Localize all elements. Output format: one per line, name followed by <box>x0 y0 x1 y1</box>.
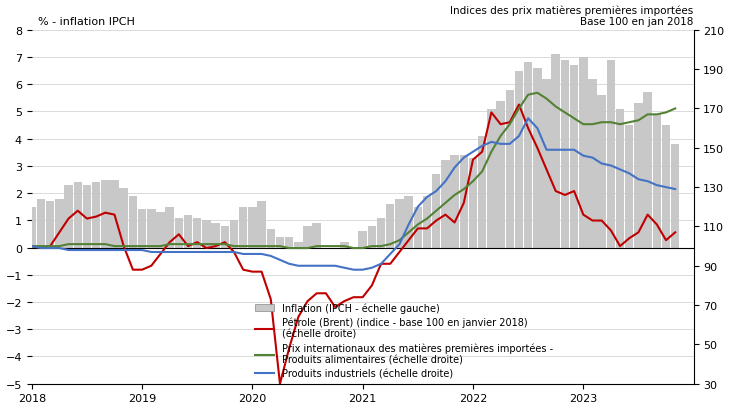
Bar <box>193 218 201 248</box>
Bar <box>395 199 404 248</box>
Bar <box>561 61 569 248</box>
Bar <box>55 199 64 248</box>
Bar <box>128 196 137 248</box>
Bar <box>74 183 82 248</box>
Bar <box>174 218 183 248</box>
Bar <box>478 137 486 248</box>
Bar <box>460 156 468 248</box>
Bar <box>28 207 36 248</box>
Bar <box>340 243 348 248</box>
Bar <box>597 96 606 248</box>
Bar <box>285 237 293 248</box>
Text: % - inflation IPCH: % - inflation IPCH <box>39 17 135 27</box>
Bar <box>258 202 266 248</box>
Bar <box>634 104 642 248</box>
Bar <box>212 224 220 248</box>
Bar <box>524 63 532 248</box>
Bar <box>414 207 422 248</box>
Bar <box>368 226 376 248</box>
Bar <box>36 199 45 248</box>
Bar <box>248 207 257 248</box>
Bar <box>276 237 284 248</box>
Bar <box>450 156 459 248</box>
Bar <box>147 210 155 248</box>
Bar <box>487 110 496 248</box>
Text: Indices des prix matières premières importées
Base 100 en jan 2018: Indices des prix matières premières impo… <box>450 5 694 27</box>
Bar <box>230 221 238 248</box>
Bar <box>358 232 367 248</box>
Bar <box>303 226 312 248</box>
Bar <box>542 80 550 248</box>
Bar <box>616 110 624 248</box>
Bar <box>551 55 560 248</box>
Bar <box>64 186 73 248</box>
Bar <box>607 61 615 248</box>
Bar <box>110 180 119 248</box>
Bar <box>588 80 596 248</box>
Bar <box>423 196 431 248</box>
Bar <box>294 243 302 248</box>
Bar <box>239 207 247 248</box>
Bar <box>120 188 128 248</box>
Bar <box>653 115 661 248</box>
Bar <box>404 196 413 248</box>
Bar <box>92 183 100 248</box>
Bar <box>515 72 523 248</box>
Bar <box>496 101 504 248</box>
Bar <box>82 186 91 248</box>
Bar <box>312 224 321 248</box>
Bar <box>184 216 192 248</box>
Bar <box>202 221 211 248</box>
Bar <box>101 180 110 248</box>
Bar <box>386 204 394 248</box>
Legend: Inflation (IPCH - échelle gauche), Pétrole (Brent) (indice - base 100 en janvier: Inflation (IPCH - échelle gauche), Pétro… <box>255 303 553 379</box>
Bar <box>377 218 385 248</box>
Bar <box>671 145 680 248</box>
Bar <box>625 126 634 248</box>
Bar <box>643 93 652 248</box>
Bar <box>469 158 477 248</box>
Bar <box>266 229 275 248</box>
Bar <box>166 207 174 248</box>
Bar <box>506 90 514 248</box>
Bar <box>156 213 165 248</box>
Bar <box>533 69 542 248</box>
Bar <box>579 58 588 248</box>
Bar <box>570 66 578 248</box>
Bar <box>220 226 229 248</box>
Bar <box>46 202 55 248</box>
Bar <box>441 161 450 248</box>
Bar <box>662 126 670 248</box>
Bar <box>432 175 440 248</box>
Bar <box>138 210 146 248</box>
